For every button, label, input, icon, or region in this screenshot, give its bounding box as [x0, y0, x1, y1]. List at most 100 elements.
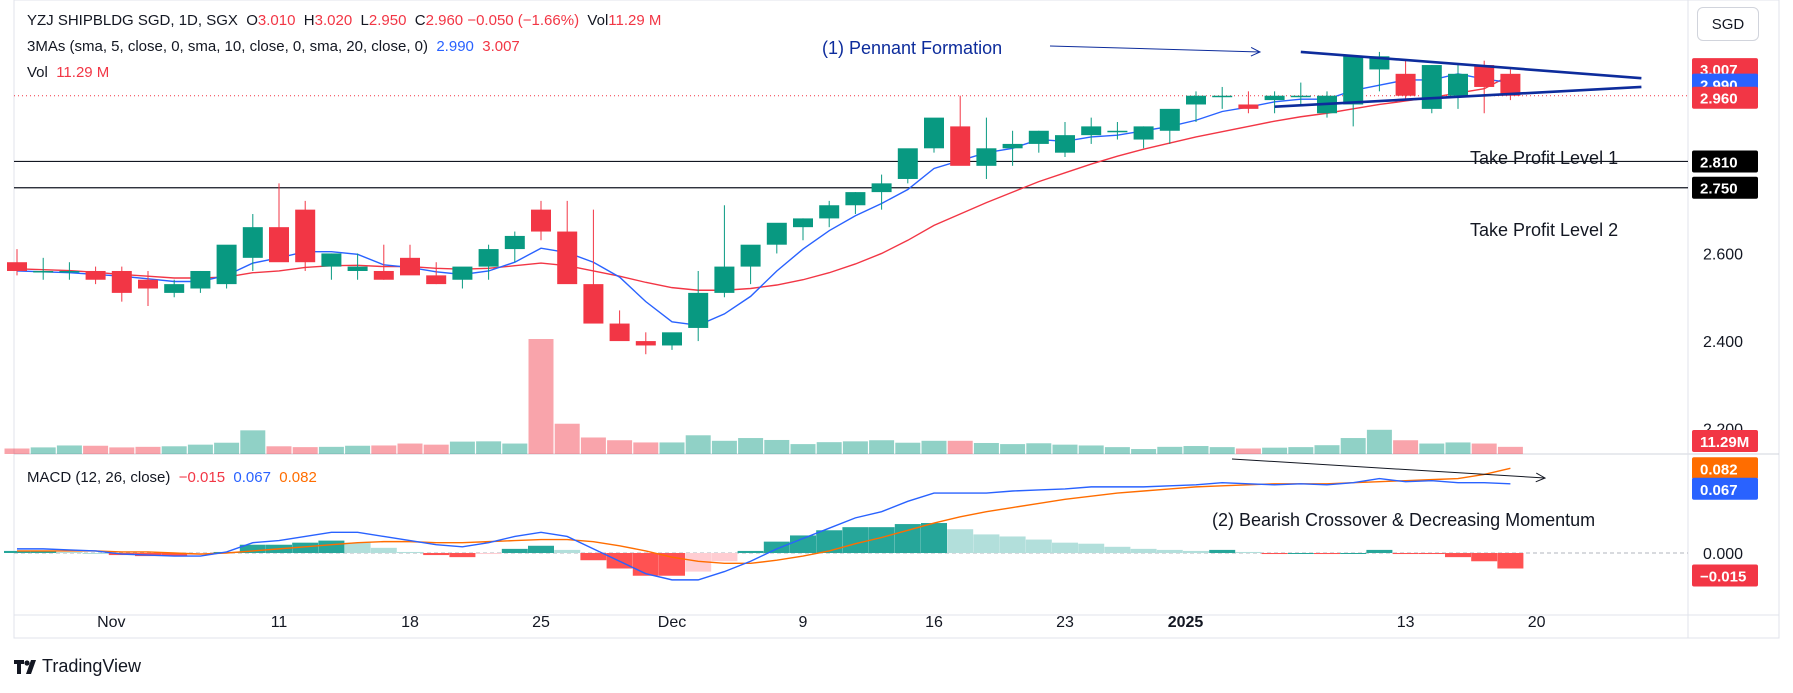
candle-body — [531, 209, 551, 232]
price-tick-label: 2.600 — [1703, 246, 1743, 263]
volume-bar — [580, 437, 606, 454]
candle-body — [478, 249, 499, 267]
low-value: 2.950 — [368, 12, 407, 29]
time-tick-label: Nov — [97, 614, 125, 631]
badge-volume: 11.29M — [1700, 434, 1749, 451]
volume-label: Vol — [587, 12, 609, 29]
candle-body — [242, 227, 263, 258]
time-tick-label: 18 — [401, 614, 419, 631]
pennant-arrow-head — [1250, 46, 1262, 57]
high-label: H — [303, 12, 315, 29]
volume-bar — [738, 438, 764, 454]
volume-bar — [449, 441, 475, 454]
candle-body — [269, 227, 289, 263]
macd-histogram-bar — [318, 540, 345, 553]
volume-bar — [790, 444, 816, 454]
macd-histogram-bar — [1314, 553, 1340, 555]
momentum-arrow — [1231, 458, 1546, 479]
candle-body — [1028, 130, 1049, 144]
open-value: 3.010 — [257, 12, 296, 29]
badge-signal-bg — [1692, 457, 1758, 480]
candle-body — [635, 341, 656, 346]
candle-body — [1055, 135, 1075, 153]
badge-histogram-bg — [1692, 564, 1758, 587]
badge-take-profit-1-bg — [1692, 150, 1758, 173]
candle-body — [59, 270, 80, 273]
candle-body — [1107, 130, 1128, 133]
pennant-arrow — [1049, 45, 1261, 53]
volume-bar — [1445, 442, 1471, 454]
volume-bar — [1000, 444, 1026, 454]
close-value: 2.960 — [425, 12, 464, 29]
candle-body — [897, 148, 918, 179]
macd-histogram-bar — [1392, 553, 1419, 555]
macd-histogram-bar — [1471, 553, 1498, 562]
legend-volume: Vol 11.29 M — [27, 64, 109, 82]
candle-body — [111, 270, 132, 293]
candle-body — [1002, 143, 1023, 149]
badge-take-profit-1: 2.810 — [1700, 154, 1738, 171]
candle-body — [950, 126, 971, 166]
macd-histogram-bar — [56, 551, 83, 553]
macd-signal-value: 0.082 — [279, 469, 317, 486]
macd-histogram-bar — [1052, 542, 1078, 553]
ma-fast-value: 2.990 — [436, 38, 474, 55]
ma20-line — [16, 74, 1511, 291]
candle-body — [740, 244, 761, 267]
candle-body — [85, 270, 106, 280]
macd-histogram-bar — [239, 544, 266, 553]
candle-body — [426, 275, 447, 285]
macd-histogram-bar — [1078, 543, 1105, 553]
badge-macd-bg — [1692, 477, 1758, 500]
low-label: L — [360, 12, 369, 29]
high-value: 3.020 — [314, 12, 353, 29]
volume-bar — [423, 444, 449, 454]
macd-histogram-bar — [737, 550, 764, 553]
volume-bar — [1104, 447, 1130, 454]
macd-histogram-bar — [580, 553, 607, 561]
volume-bar — [371, 445, 397, 454]
macd-histogram-bar — [1025, 539, 1052, 553]
volume-bar — [1497, 446, 1523, 454]
symbol-title: YZJ SHIPBLDG SGD, 1D, SGX — [27, 12, 238, 29]
volume-bar — [1314, 445, 1340, 454]
badge-last-price: 2.960 — [1700, 91, 1738, 108]
macd-histogram-bar — [1104, 546, 1131, 553]
volume-bar — [83, 445, 109, 454]
time-tick-label: 9 — [799, 614, 808, 631]
volume-bar — [711, 440, 737, 454]
volume-bar — [1419, 443, 1445, 454]
currency-button[interactable]: SGD — [1697, 7, 1759, 41]
candle-body — [216, 244, 237, 285]
time-tick-label: 20 — [1528, 614, 1546, 631]
macd-histogram-bar — [894, 524, 921, 553]
volume-bar — [476, 441, 502, 454]
macd-histogram-bar — [1156, 549, 1183, 553]
candle-body — [1133, 126, 1154, 140]
macd-histogram-bar — [528, 545, 554, 553]
volume-bar — [973, 442, 999, 454]
badge-volume-bg — [1692, 430, 1758, 452]
candle-body — [688, 292, 709, 328]
price-tick-label: 2.400 — [1703, 334, 1743, 351]
volume-bar — [528, 339, 554, 454]
macd-histogram-bar — [554, 549, 581, 553]
time-tick-label: 2025 — [1168, 614, 1204, 631]
tradingview-logo[interactable]: TradingView — [14, 656, 141, 677]
macd-histogram-bar — [632, 553, 659, 576]
candle-body — [662, 332, 682, 346]
candle-body — [321, 253, 342, 267]
badge-take-profit-2: 2.750 — [1700, 181, 1738, 198]
volume-bar — [659, 442, 685, 454]
candle-body — [1395, 73, 1416, 96]
volume-bar — [1288, 447, 1314, 454]
volume-bar — [161, 446, 187, 454]
volume-bar — [816, 442, 842, 454]
candle-body — [7, 262, 27, 271]
candle-body — [871, 183, 892, 193]
macd-histogram-bar — [973, 534, 1000, 553]
volume-bar — [266, 446, 292, 454]
candle-body — [33, 270, 54, 273]
macd-histogram-bar — [475, 553, 502, 555]
time-tick-label: 11 — [271, 614, 288, 631]
